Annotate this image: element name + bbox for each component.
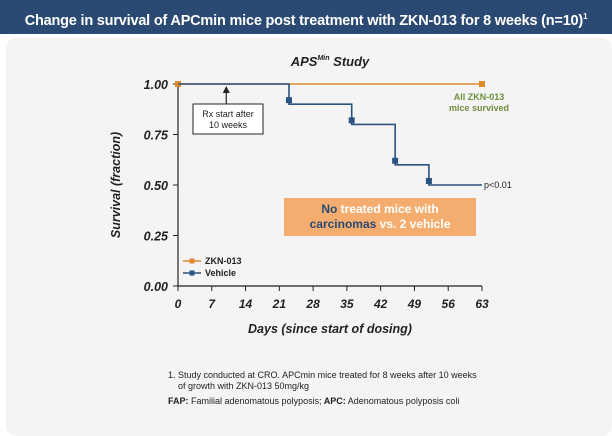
survived-label-2: mice survived [449,103,509,113]
p-value-label: p<0.01 [484,180,512,190]
x-tick-label: 35 [340,297,354,311]
x-tick-label: 56 [442,297,456,311]
x-tick-label: 14 [239,297,253,311]
series-point-vehicle [348,117,355,124]
apc-text: Adenomatous polyposis coli [345,396,460,406]
y-tick-label: 0.75 [144,129,169,143]
x-tick-label: 21 [272,297,287,311]
carcinoma-highlight-box [284,198,476,236]
y-tick-label: 0.00 [144,280,168,294]
x-tick-label: 42 [373,297,388,311]
x-tick-label: 49 [407,297,422,311]
legend-label-vehicle: Vehicle [205,268,236,278]
rx-start-arrowhead [222,86,230,93]
fap-text: Familial adenomatous polyposis; [188,396,322,406]
rx-start-box [192,103,264,135]
highlight-line-1: No treated mice with [321,202,438,216]
rx-start-label-2: 10 weeks [209,120,248,130]
series-line-vehicle [178,83,482,186]
series-point-vehicle [392,157,399,164]
series-point-vehicle [285,97,292,104]
legend: ZKN-013 Vehicle [183,256,242,278]
legend-label-zkn: ZKN-013 [205,256,242,266]
legend-marker-vehicle [189,270,195,276]
x-tick-label: 28 [305,297,320,311]
survived-label-1: All ZKN-013 [454,92,505,102]
y-axis-label: Survival (fraction) [109,132,123,238]
abbreviations: FAP: Familial adenomatous polyposis; APC… [168,396,459,407]
rx-start-label-1: Rx start after [202,109,254,119]
x-tick-label: 63 [475,297,489,311]
x-axis-label: Days (since start of dosing) [248,322,412,336]
fap-abbr: FAP: [168,396,189,406]
chart-title: APSMin Study [290,54,370,69]
y-tick-label: 0.25 [144,230,169,244]
footnote-1-line-2: of growth with ZKN-013 50mg/kg [178,381,310,391]
x-tick-label: 7 [208,297,216,311]
page-title: Change in survival of APCmin mice post t… [0,0,612,34]
footnote-1-line-1: 1. Study conducted at CRO. APCmin mice t… [168,370,477,380]
series-point-vehicle [425,177,432,184]
footnote-1: 1. Study conducted at CRO. APCmin mice t… [168,370,477,392]
series-point-zkn-013 [479,81,485,87]
x-tick-label: 0 [175,297,182,311]
apc-abbr: APC: [321,396,346,406]
highlight-line-2: carcinomas vs. 2 vehicle [310,217,451,231]
y-tick-label: 0.50 [144,179,168,193]
y-tick-label: 1.00 [144,78,168,92]
legend-marker-zkn [189,258,195,264]
